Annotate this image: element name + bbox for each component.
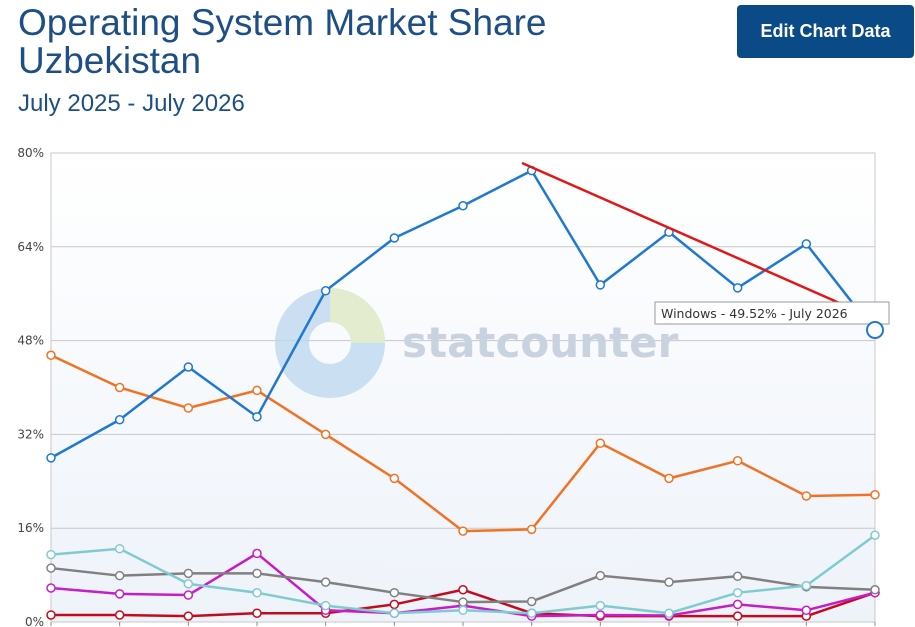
data-point-1-3[interactable] — [252, 385, 262, 396]
plot-area — [50, 152, 876, 623]
y-tick-label: 32% — [17, 427, 44, 441]
data-point-2-9[interactable] — [664, 608, 674, 618]
data-point-3-4[interactable] — [320, 577, 331, 587]
data-point-2-1[interactable] — [114, 543, 125, 554]
data-point-3-6[interactable] — [458, 597, 468, 607]
y-tick-label: 64% — [17, 240, 44, 254]
data-point-1-0[interactable] — [46, 350, 56, 361]
data-point-0-6[interactable] — [458, 201, 468, 211]
tooltip-text: Windows - 49.52% - July 2026 — [661, 306, 848, 321]
data-point-1-7[interactable] — [526, 524, 537, 535]
data-point-4-1[interactable] — [114, 589, 125, 599]
y-axis: 0% 16% 32% 48% 64% 80% — [17, 146, 876, 627]
data-point-1-4[interactable] — [320, 429, 331, 440]
data-point-2-2[interactable] — [183, 579, 194, 589]
data-point-3-2[interactable] — [183, 568, 194, 579]
data-point-3-1[interactable] — [114, 570, 125, 581]
watermark-logo-accent-icon — [328, 288, 385, 345]
data-point-3-5[interactable] — [389, 587, 400, 598]
data-point-5-2[interactable] — [183, 611, 194, 621]
y-tick-label: 0% — [25, 615, 44, 627]
data-point-5-5[interactable] — [389, 599, 400, 610]
data-point-1-11[interactable] — [801, 491, 812, 501]
data-point-4-3[interactable] — [252, 548, 262, 559]
watermark-text: statcounter — [402, 318, 679, 367]
data-point-1-9[interactable] — [664, 473, 674, 484]
data-point-2-3[interactable] — [252, 587, 262, 598]
data-point-2-5[interactable] — [389, 608, 400, 618]
data-point-4-11[interactable] — [801, 605, 812, 616]
data-point-1-6[interactable] — [458, 526, 468, 536]
data-point-4-0[interactable] — [46, 583, 56, 593]
data-point-5-1[interactable] — [114, 610, 125, 620]
data-point-4-2[interactable] — [183, 590, 194, 600]
data-point-1-10[interactable] — [732, 456, 743, 466]
data-point-1-1[interactable] — [114, 382, 125, 393]
data-point-0-3[interactable] — [252, 412, 262, 422]
data-point-2-4[interactable] — [320, 600, 331, 611]
data-point-1-2[interactable] — [183, 403, 194, 413]
y-tick-label: 80% — [17, 146, 44, 160]
data-point-0-2[interactable] — [183, 362, 194, 372]
trend-arrow — [521, 161, 855, 311]
data-point-3-0[interactable] — [46, 563, 56, 573]
data-point-5-3[interactable] — [252, 608, 262, 618]
series-markers — [46, 165, 880, 621]
data-point-0-11[interactable] — [801, 239, 812, 249]
statcounter-watermark: statcounter — [275, 288, 679, 398]
chart-title: Operating System Market Share Uzbekistan — [18, 4, 547, 80]
chart-title-line2: Uzbekistan — [18, 40, 202, 81]
data-point-1-12[interactable] — [870, 490, 880, 500]
data-point-4-8[interactable] — [595, 610, 606, 620]
data-point-3-3[interactable] — [252, 568, 262, 579]
data-point-1-5[interactable] — [389, 473, 400, 484]
chart-subtitle: July 2025 - July 2026 — [18, 90, 245, 117]
data-point-5-6[interactable] — [458, 585, 468, 595]
data-point-2-11[interactable] — [801, 580, 812, 591]
data-point-2-7[interactable] — [526, 608, 537, 618]
data-point-5-0[interactable] — [46, 610, 56, 620]
data-point-0-1[interactable] — [114, 414, 125, 425]
data-point-4-10[interactable] — [732, 599, 743, 610]
data-point-0-8[interactable] — [595, 280, 606, 290]
data-point-2-10[interactable] — [732, 587, 743, 598]
tooltip: Windows - 49.52% - July 2026 — [654, 301, 890, 325]
data-point-2-0[interactable] — [46, 549, 56, 560]
data-point-3-9[interactable] — [664, 577, 674, 587]
data-point-2-12[interactable] — [870, 530, 880, 540]
chart-title-line1: Operating System Market Share — [18, 2, 547, 43]
data-point-2-6[interactable] — [458, 605, 468, 616]
data-point-3-8[interactable] — [595, 570, 606, 581]
data-point-0-4[interactable] — [320, 286, 331, 296]
data-point-3-12[interactable] — [870, 585, 880, 595]
y-tick-label: 16% — [17, 521, 44, 535]
data-point-3-7[interactable] — [526, 596, 537, 607]
data-point-0-5[interactable] — [389, 233, 400, 243]
edit-chart-data-button[interactable]: Edit Chart Data — [737, 5, 914, 58]
tooltip-box — [654, 301, 890, 325]
data-point-1-8[interactable] — [595, 438, 606, 448]
data-point-5-10[interactable] — [732, 611, 743, 621]
data-point-0-0[interactable] — [46, 453, 56, 463]
data-point-2-8[interactable] — [595, 600, 606, 611]
data-point-3-10[interactable] — [732, 571, 743, 582]
highlight-marker — [866, 321, 884, 339]
data-point-0-10[interactable] — [732, 283, 743, 293]
y-tick-label: 48% — [17, 334, 44, 348]
